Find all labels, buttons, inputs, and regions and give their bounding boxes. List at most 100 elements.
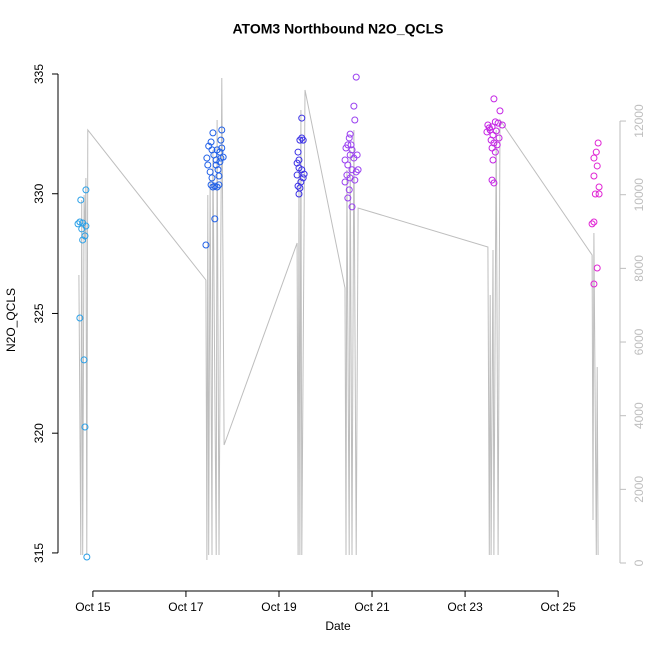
y2-tick-label: 2000	[632, 476, 646, 503]
point	[82, 186, 90, 194]
y-tick-label: 325	[32, 303, 46, 323]
point	[80, 356, 88, 364]
point	[79, 236, 87, 244]
point	[77, 196, 85, 204]
y-tick-label: 315	[32, 543, 46, 563]
point	[595, 183, 603, 191]
point	[495, 134, 503, 142]
y2-tick-label: 0	[632, 559, 646, 566]
chart-title: ATOM3 Northbound N2O_QCLS	[232, 21, 443, 37]
point	[202, 241, 210, 249]
point	[341, 178, 349, 186]
point	[342, 144, 350, 152]
y-axis-label: N2O_QCLS	[4, 288, 18, 352]
point	[83, 553, 91, 561]
x-tick-label: Oct 17	[168, 600, 204, 614]
x-tick-label: Oct 21	[354, 600, 390, 614]
point	[594, 139, 602, 147]
point	[489, 156, 497, 164]
point	[212, 161, 220, 169]
point	[590, 154, 598, 162]
point	[81, 232, 89, 240]
point	[76, 314, 84, 322]
point	[348, 203, 356, 211]
point	[485, 124, 493, 132]
point	[295, 190, 303, 198]
y-tick-label: 335	[32, 64, 46, 84]
point	[590, 172, 598, 180]
point	[490, 95, 498, 103]
point	[78, 225, 86, 233]
x-axis-label: Date	[325, 619, 351, 633]
point	[211, 215, 219, 223]
point	[218, 144, 226, 152]
point	[215, 181, 223, 189]
point	[344, 194, 352, 202]
point	[74, 220, 82, 228]
point	[207, 138, 215, 146]
point	[207, 181, 215, 189]
point	[81, 423, 89, 431]
point	[217, 136, 225, 144]
x-tick-label: Oct 25	[540, 600, 576, 614]
point	[346, 130, 354, 138]
point	[352, 73, 360, 81]
y2-tick-label: 12000	[632, 104, 646, 138]
y2-tick-label: 4000	[632, 402, 646, 429]
point	[217, 154, 225, 162]
point	[293, 171, 301, 179]
point	[298, 114, 306, 122]
y-tick-label: 320	[32, 423, 46, 443]
point	[593, 264, 601, 272]
point	[218, 126, 226, 134]
point	[346, 151, 354, 159]
altitude-line	[78, 77, 599, 561]
x-tick-label: Oct 23	[447, 600, 483, 614]
point	[592, 148, 600, 156]
point	[492, 127, 500, 135]
point	[345, 186, 353, 194]
point	[352, 168, 360, 176]
point	[588, 220, 596, 228]
point	[493, 141, 501, 149]
point	[491, 148, 499, 156]
point	[299, 136, 307, 144]
y-tick-label: 330	[32, 183, 46, 203]
point	[350, 102, 358, 110]
point	[208, 174, 216, 182]
point	[209, 129, 217, 137]
point	[203, 154, 211, 162]
point	[595, 190, 603, 198]
point	[299, 174, 307, 182]
point	[215, 172, 223, 180]
point	[496, 107, 504, 115]
y2-tick-label: 6000	[632, 328, 646, 355]
point	[494, 119, 502, 127]
x-tick-label: Oct 15	[75, 600, 111, 614]
point	[293, 159, 301, 167]
point	[498, 121, 506, 129]
point	[300, 170, 308, 178]
point	[294, 182, 302, 190]
point	[354, 166, 362, 174]
point	[483, 128, 491, 136]
point	[296, 136, 304, 144]
y2-tick-label: 8000	[632, 255, 646, 282]
point	[204, 161, 212, 169]
point	[210, 151, 218, 159]
point	[344, 161, 352, 169]
point	[206, 168, 214, 176]
point	[590, 280, 598, 288]
point	[347, 141, 355, 149]
point	[345, 134, 353, 142]
y2-tick-label: 10000	[632, 178, 646, 212]
point	[351, 176, 359, 184]
point	[490, 179, 498, 187]
point	[591, 190, 599, 198]
x-tick-label: Oct 19	[261, 600, 297, 614]
point	[593, 162, 601, 170]
point	[590, 218, 598, 226]
point	[294, 148, 302, 156]
